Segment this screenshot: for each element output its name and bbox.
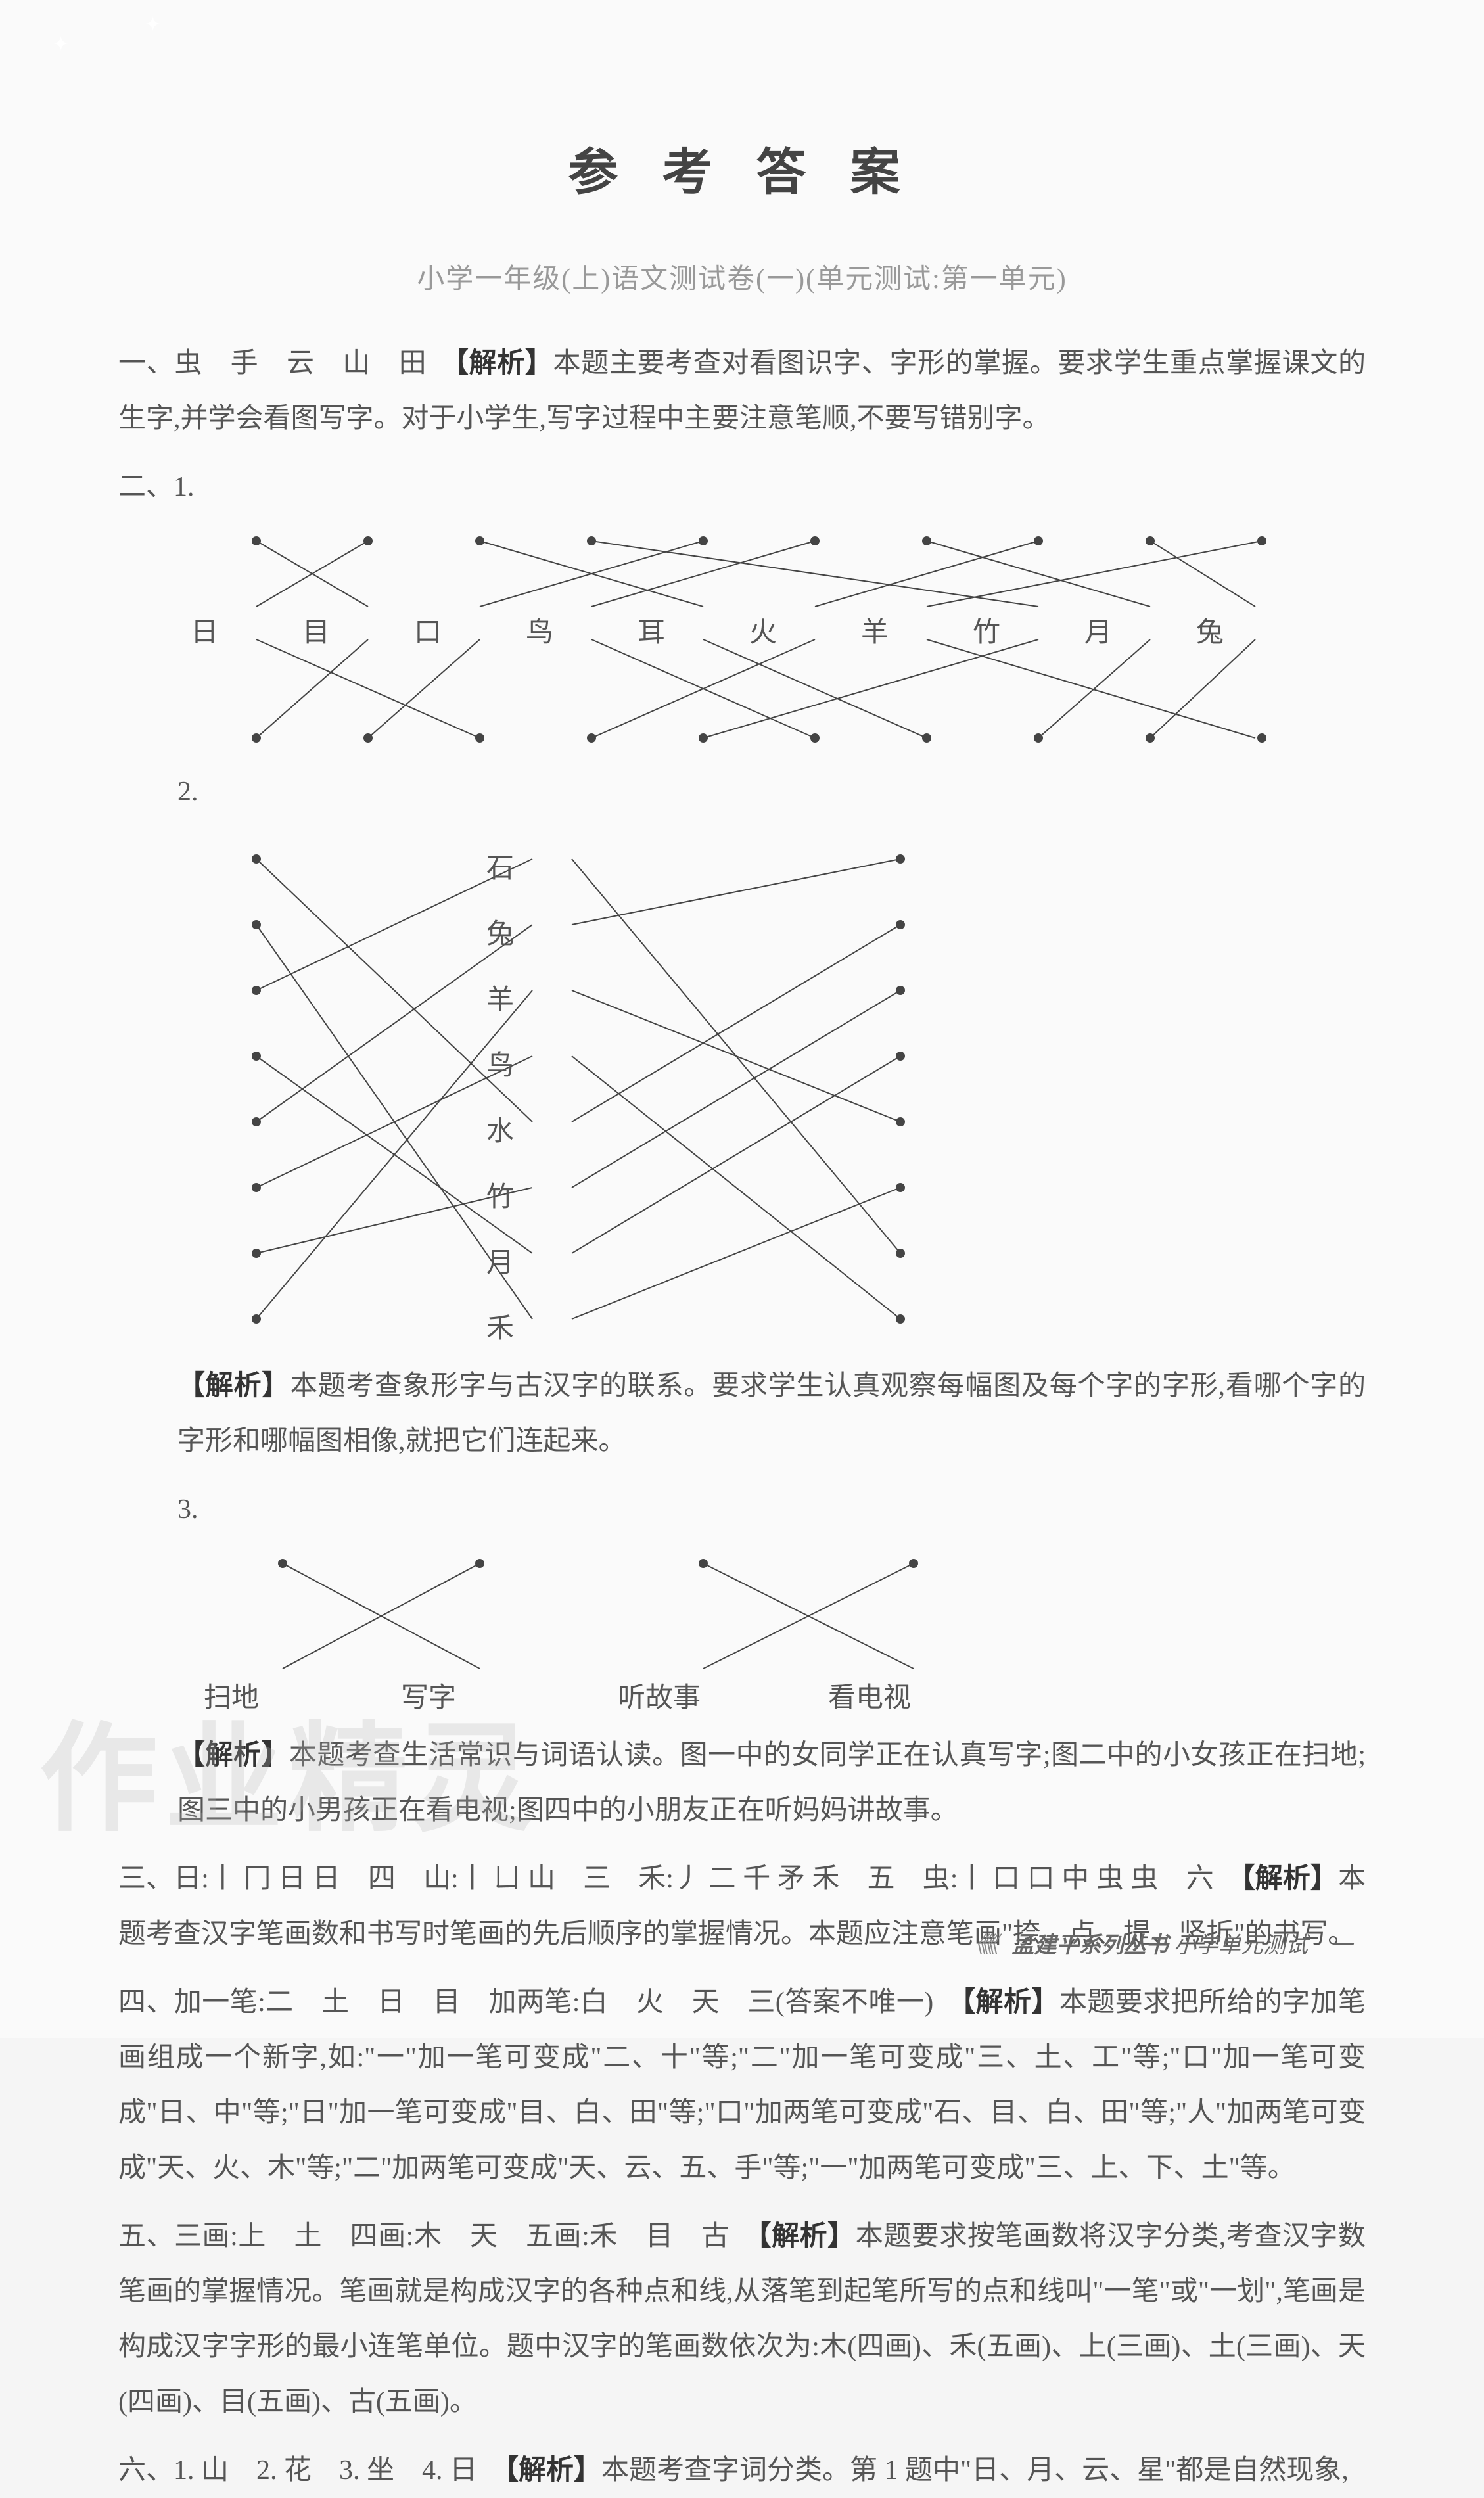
page: ✦ ✦ 参 考 答 案 小学一年级(上)语文测试卷(一)(单元测试:第一单元) … [0, 0, 1484, 2038]
matching-char: 月 [486, 1240, 514, 1280]
matching-char: 耳 [638, 610, 665, 650]
analysis-label: 【解析】 [177, 1371, 290, 1401]
matching-char: 竹 [486, 1174, 514, 1214]
analysis-label: 【解析】 [177, 1740, 289, 1770]
analysis-label: 【解析】 [758, 2221, 856, 2252]
question-1: 一、虫 手 云 山 田 【解析】本题主要考查对看图识字、字形的掌握。要求学生重点… [118, 336, 1366, 446]
star-decoration: ✦ [53, 33, 69, 56]
matching-label: 听故事 [618, 1675, 701, 1715]
q2-analysis-text: 本题考查象形字与古汉字的联系。要求学生认真观察每幅图及每个字的字形,看哪个字的字… [177, 1371, 1366, 1456]
q2-sub3-prefix: 3. [118, 1482, 1366, 1537]
footer-arrows: 《《《 [964, 1927, 993, 1959]
matching-char: 鸟 [526, 610, 553, 650]
q1-answers: 一、虫 手 云 山 田 [118, 348, 455, 379]
matching-char: 兔 [1196, 610, 1224, 650]
matching-char: 火 [749, 610, 777, 650]
diagram-2-1: 日目口鸟耳火羊竹月兔 [118, 528, 1366, 751]
question-5: 五、三画:上 土 四画:木 天 五画:禾 目 古 【解析】本题要求按笔画数将汉字… [118, 2209, 1366, 2430]
q2-analysis: 【解析】本题考查象形字与古汉字的联系。要求学生认真观察每幅图及每个字的字形,看哪… [118, 1358, 1366, 1469]
matching-char: 羊 [486, 977, 514, 1017]
matching-label: 看电视 [828, 1675, 911, 1715]
matching-char: 羊 [861, 610, 889, 650]
page-title: 参 考 答 案 [118, 131, 1366, 204]
analysis-label: 【解析】 [1241, 1864, 1338, 1894]
matching-lines-2 [177, 833, 966, 1345]
q2-analysis3: 【解析】本题考查生活常识与词语认读。图一中的女同学正在认真写字;图二中的小女孩正… [118, 1728, 1366, 1838]
q2-prefix: 二、1. [118, 459, 1366, 515]
matching-label: 扫地 [204, 1675, 259, 1715]
q6-analysis: 本题考查字词分类。第 1 题中"日、月、云、星"都是自然现象, [601, 2455, 1349, 2486]
star-decoration: ✦ [145, 13, 161, 36]
footer-series: 孟建平系列丛书 [1012, 1933, 1169, 1958]
question-6: 六、1. 山 2. 花 3. 坐 4. 日 【解析】本题考查字词分类。第 1 题… [118, 2443, 1366, 2498]
page-footer: 《《《 孟建平系列丛书 小学单元测试 一 [964, 1927, 1353, 1959]
q6-text: 六、1. 山 2. 花 3. 坐 4. 日 [118, 2455, 505, 2486]
q3-text: 三、日:丨 冂 日 日 四 山:丨 ㄩ 山 三 禾:丿 二 千 矛 禾 五 虫:… [118, 1864, 1241, 1894]
matching-char: 水 [486, 1109, 514, 1149]
matching-char: 竹 [973, 610, 1000, 650]
matching-char: 兔 [486, 912, 514, 952]
q2-sub2-prefix: 2. [118, 764, 1366, 820]
matching-char: 禾 [486, 1306, 514, 1346]
diagram-2-2: 石兔羊鸟水竹月禾 [118, 833, 1366, 1345]
page-subtitle: 小学一年级(上)语文测试卷(一)(单元测试:第一单元) [118, 256, 1366, 296]
q2-analysis3-text: 本题考查生活常识与词语认读。图一中的女同学正在认真写字;图二中的小女孩正在扫地;… [177, 1740, 1366, 1826]
q4-text: 四、加一笔:二 土 日 目 加两笔:白 火 天 三(答案不唯一) [118, 1987, 962, 2018]
q5-text: 五、三画:上 土 四画:木 天 五画:禾 目 古 [118, 2221, 758, 2252]
matching-char: 日 [191, 610, 218, 650]
matching-label: 写字 [401, 1675, 456, 1715]
matching-char: 石 [486, 846, 514, 886]
matching-char: 目 [302, 610, 330, 650]
matching-char: 月 [1084, 610, 1112, 650]
analysis-label: 【解析】 [505, 2455, 601, 2486]
analysis-label: 【解析】 [962, 1987, 1059, 2018]
analysis-label: 【解析】 [455, 348, 553, 379]
matching-char: 口 [414, 610, 442, 650]
matching-char: 鸟 [486, 1043, 514, 1083]
question-4: 四、加一笔:二 土 日 目 加两笔:白 火 天 三(答案不唯一) 【解析】本题要… [118, 1975, 1366, 2196]
diagram-2-3: 扫地 写字 听故事 看电视 [118, 1550, 1366, 1715]
footer-book: 小学单元测试 一 [1174, 1933, 1353, 1958]
